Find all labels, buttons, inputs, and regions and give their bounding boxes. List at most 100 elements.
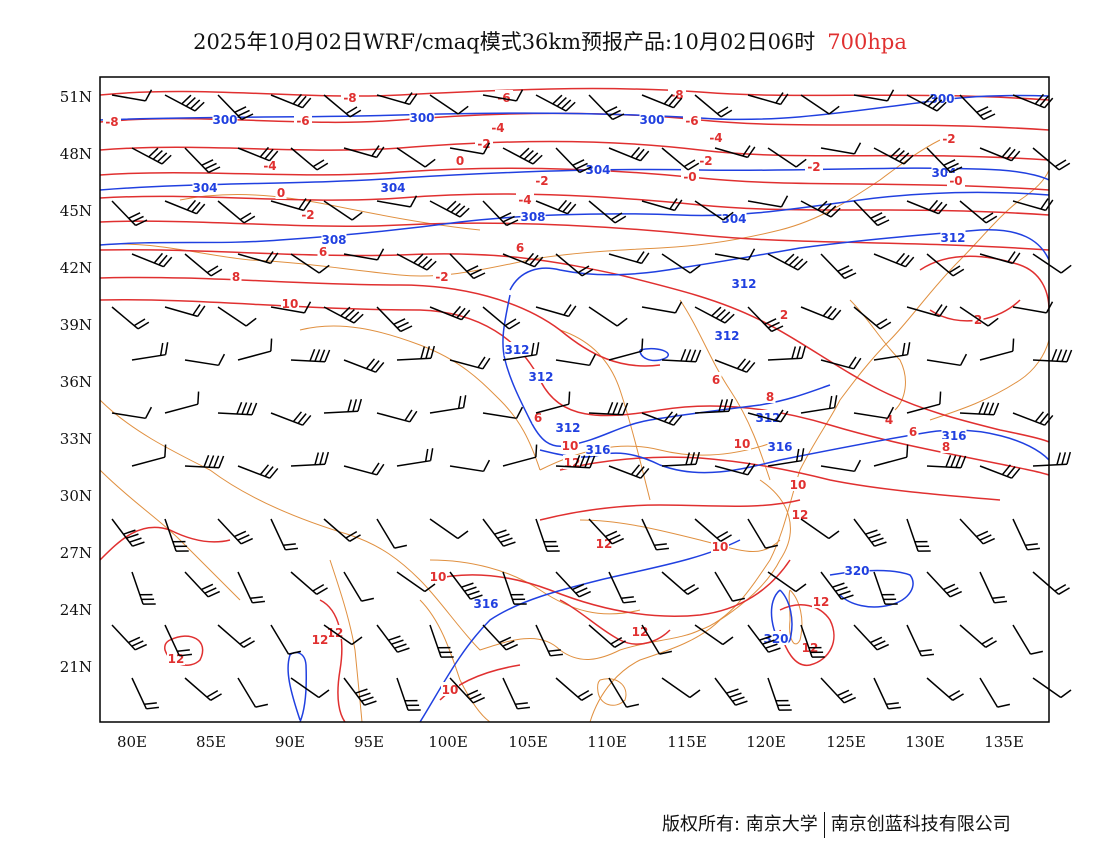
contour-label: 10: [442, 683, 459, 697]
wind-barb: [979, 464, 1021, 479]
contour-label: 10: [790, 478, 807, 492]
contour-label: 10: [712, 540, 729, 554]
wind-barb: [290, 253, 330, 274]
lon-label: 80E: [117, 733, 147, 751]
wind-barb: [820, 142, 862, 155]
wind-barb: [800, 518, 840, 540]
contour-label-bg: [429, 569, 447, 583]
contour-label: 10: [430, 570, 447, 584]
wind-barb: [184, 454, 225, 469]
contour-label: 6: [319, 245, 327, 259]
wind-barb: [131, 677, 160, 710]
contour-label-bg: [883, 412, 895, 426]
wind-barb: [641, 301, 683, 314]
wind-barb: [820, 459, 862, 473]
lon-label: 130E: [905, 733, 945, 751]
wind-barb: [767, 253, 808, 271]
contour-label-bg: [707, 130, 725, 144]
contour-label: -0: [683, 170, 696, 184]
wind-barb: [111, 306, 150, 330]
wind-barb: [555, 454, 596, 469]
wind-barb: [449, 677, 486, 704]
wind-barb: [767, 345, 807, 361]
wind-barb: [588, 624, 626, 648]
wind-barb: [820, 356, 862, 370]
contour-label: 12: [813, 595, 830, 609]
wind-barb: [979, 338, 1015, 361]
wind-barb: [661, 677, 701, 699]
wind-barb: [111, 89, 153, 102]
wind-barb: [270, 411, 312, 426]
wind-barb: [429, 305, 471, 321]
contour-label: -4: [709, 131, 722, 145]
wind-barb: [237, 146, 279, 162]
wind-barb: [979, 571, 1008, 604]
lat-label: 30N: [60, 487, 92, 505]
contour-label: 6: [712, 373, 720, 387]
province-line-5: [429, 559, 641, 615]
province-line-2: [539, 439, 781, 471]
wind-barb: [661, 147, 700, 171]
wind-barb: [217, 306, 257, 327]
lon-label: 115E: [667, 733, 707, 751]
wind-barb: [641, 624, 673, 655]
contour-label-bg: [631, 624, 649, 638]
contour-label-bg: [791, 507, 809, 521]
contour-label: 316: [585, 443, 610, 457]
contour-label: 312: [555, 421, 580, 435]
contour-label-bg: [941, 428, 967, 442]
wind-barb: [217, 94, 254, 121]
wind-barb: [270, 301, 312, 314]
contour-label: 12: [792, 508, 809, 522]
contour-label-bg: [789, 477, 807, 491]
wind-barb: [164, 199, 206, 215]
wind-barb: [502, 677, 531, 710]
title-level: 700hpa: [827, 30, 907, 54]
contour-label: 312: [528, 370, 553, 384]
map-title: 2025年10月02日WRF/cmaq模式36km预报产品:10月02日06时 7…: [0, 26, 1100, 56]
contour-label: 312: [504, 343, 529, 357]
wind-barb: [535, 304, 577, 318]
wind-barb: [290, 571, 328, 595]
lat-label: 51N: [60, 88, 92, 106]
wind-barb: [290, 147, 329, 171]
wind-barb: [767, 448, 805, 467]
contour-label: -8: [343, 91, 356, 105]
wind-barb: [184, 571, 221, 598]
contour-label-bg: [504, 342, 530, 356]
korea-coast: [849, 299, 906, 411]
contour-label: 300: [409, 111, 434, 125]
wind-barb: [482, 518, 516, 547]
wind-barb: [853, 306, 892, 330]
wind-barb: [767, 147, 807, 168]
wind-barb: [237, 338, 273, 361]
wind-barb: [502, 571, 527, 605]
contour-label-bg: [495, 90, 513, 104]
wind-barb: [588, 306, 628, 327]
wind-barb: [270, 624, 302, 655]
contour-label-bg: [281, 296, 299, 310]
wind-barb: [290, 451, 330, 467]
wind-barb: [376, 306, 413, 333]
contour-label: 316: [473, 597, 498, 611]
wind-barb: [376, 624, 410, 653]
contour-label-bg: [639, 112, 665, 126]
wind-barb: [959, 518, 996, 545]
wind-barb: [111, 200, 148, 227]
contour-label-bg: [683, 113, 701, 127]
wind-barb: [714, 462, 756, 476]
wind-barb: [1032, 571, 1070, 595]
wind-barb: [164, 304, 206, 318]
contour-label-bg: [555, 420, 581, 434]
contour-label: 308: [520, 210, 545, 224]
myanmar-border: [329, 559, 363, 722]
wind-barb: [853, 624, 890, 651]
contour-label: -0: [949, 174, 962, 188]
lat-label: 45N: [60, 202, 92, 220]
wind-barb: [449, 571, 483, 600]
wind-barb: [853, 89, 895, 102]
footer: 版权所有: 南京大学 南京创蓝科技有限公司: [662, 810, 1011, 838]
wind-barb: [906, 391, 942, 414]
lat-label: 33N: [60, 430, 92, 448]
